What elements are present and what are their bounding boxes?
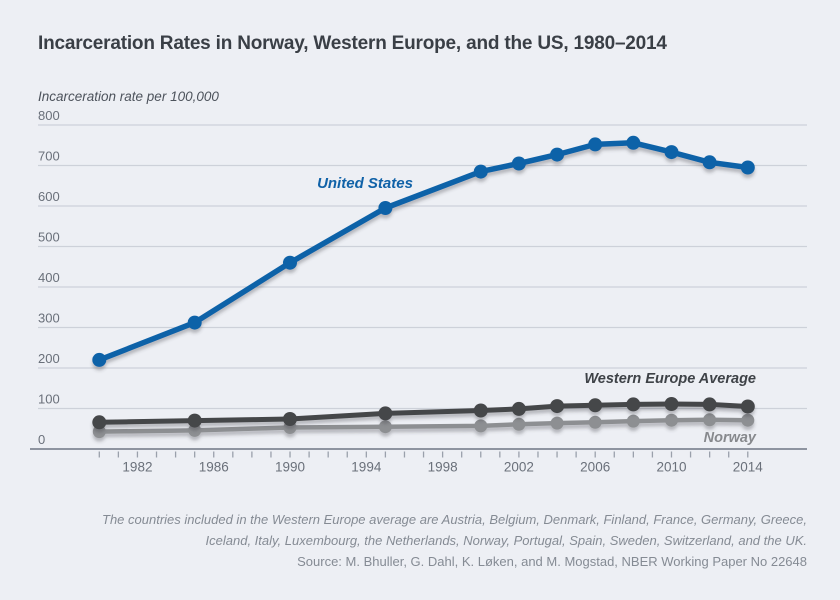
y-tick-label: 200 [38, 351, 60, 366]
data-point [92, 415, 107, 430]
footnote-source: Source: M. Bhuller, G. Dahl, K. Løken, a… [297, 554, 807, 569]
data-point [626, 397, 641, 412]
data-point [703, 413, 717, 427]
x-tick-label: 2010 [656, 460, 686, 475]
y-tick-label: 600 [38, 189, 60, 204]
data-point [588, 415, 602, 429]
data-point [550, 416, 564, 430]
x-tick-label: 1986 [199, 460, 229, 475]
data-point [92, 352, 107, 367]
series-label-western-europe: Western Europe Average [584, 371, 756, 387]
y-tick-label: 700 [38, 149, 60, 164]
y-axis-title: Incarceration rate per 100,000 [38, 89, 219, 104]
data-point [378, 406, 393, 421]
data-point [741, 413, 755, 427]
x-tick-label: 1982 [122, 460, 152, 475]
data-point [511, 401, 526, 416]
y-tick-label: 300 [38, 311, 60, 326]
chart-axis-labels-group: 0 100 200 300 400 500 600 700 800 1982 1986 1990 199… [38, 108, 763, 475]
series-label-united-states: United States [317, 175, 413, 192]
data-point [588, 398, 603, 413]
data-point [283, 412, 297, 426]
x-tick-label: 1994 [351, 460, 382, 475]
data-point [378, 420, 392, 434]
series-western-europe-average [92, 397, 755, 430]
data-point [378, 201, 393, 215]
x-tick-label: 2014 [733, 460, 764, 475]
x-tick-label: 2002 [504, 460, 534, 475]
data-point [626, 414, 640, 428]
data-point [473, 164, 488, 179]
x-tick-label: 2006 [580, 460, 610, 475]
y-tick-label: 0 [38, 432, 45, 447]
data-point [702, 397, 717, 412]
data-point [187, 315, 202, 330]
data-point [550, 399, 565, 414]
x-tick-label: 1998 [428, 460, 458, 475]
chart-series-group [92, 135, 755, 439]
data-point [702, 155, 717, 170]
y-tick-label: 100 [38, 392, 60, 407]
chart-grid-group [30, 124, 807, 458]
y-tick-label: 500 [38, 230, 60, 245]
data-point [588, 137, 603, 152]
y-tick-label: 400 [38, 270, 60, 285]
series-label-norway: Norway [703, 430, 756, 446]
data-point [511, 156, 526, 171]
data-point [188, 423, 202, 437]
data-point [664, 397, 679, 411]
data-point [283, 255, 297, 270]
series-united-states [92, 135, 755, 367]
x-tick-label: 1990 [275, 460, 305, 475]
y-tick-label: 800 [38, 108, 60, 123]
data-point [187, 413, 202, 428]
data-point [473, 403, 488, 418]
data-point [474, 419, 488, 433]
data-point [664, 145, 679, 160]
chart-title: Incarceration Rates in Norway, Western E… [38, 33, 667, 54]
data-point [512, 417, 526, 431]
data-point [740, 399, 755, 414]
data-point [740, 160, 755, 175]
footnote-line-2: Iceland, Italy, Luxembourg, the Netherla… [205, 533, 807, 548]
footnote-line-1: The countries included in the Western Eu… [102, 512, 807, 527]
series-norway [92, 413, 755, 439]
footnote: The countries included in the Western Eu… [67, 509, 807, 572]
data-point [626, 135, 641, 150]
data-point [665, 413, 678, 427]
data-point [550, 147, 565, 162]
